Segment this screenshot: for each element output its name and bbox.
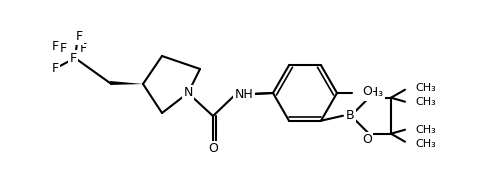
Text: F: F	[51, 62, 59, 76]
Text: F: F	[76, 30, 83, 43]
Text: CH₃: CH₃	[415, 139, 436, 149]
Text: F: F	[69, 52, 76, 64]
Text: O: O	[208, 143, 218, 156]
Text: NH: NH	[235, 87, 254, 100]
Text: F: F	[60, 42, 67, 55]
Text: O: O	[362, 133, 372, 146]
Text: CH₃: CH₃	[360, 86, 383, 99]
Text: O: O	[362, 85, 372, 98]
Text: F: F	[79, 42, 87, 55]
Polygon shape	[110, 81, 143, 85]
Text: B: B	[346, 109, 355, 122]
Text: F: F	[51, 40, 59, 54]
Text: CH₃: CH₃	[415, 83, 436, 93]
Text: CH₃: CH₃	[415, 125, 436, 135]
Text: N: N	[183, 86, 193, 99]
Text: CH₃: CH₃	[415, 97, 436, 107]
